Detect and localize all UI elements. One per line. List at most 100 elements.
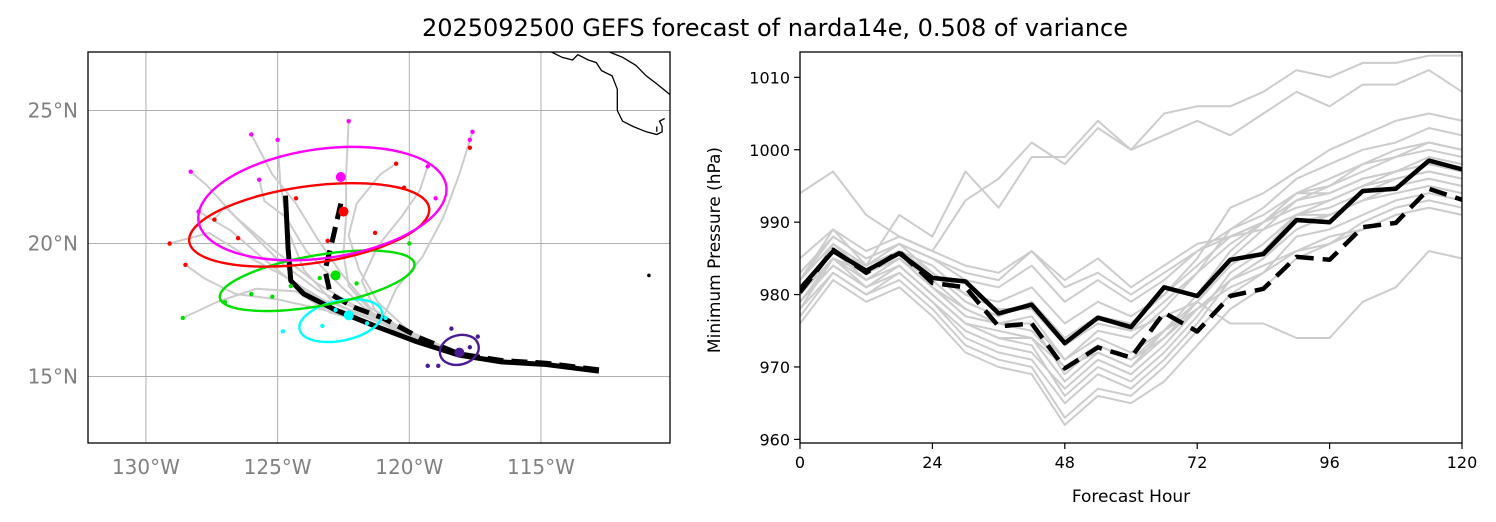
pressure-frame [799, 51, 1463, 444]
ensemble-point [354, 281, 359, 286]
latitude-tick-label: 15°N [28, 365, 78, 389]
longitude-tick-label: 115°W [507, 455, 575, 479]
y-tick-label: 980 [759, 286, 790, 305]
ensemble-point [467, 137, 473, 142]
ensemble-member-line [800, 163, 1462, 376]
longitude-tick-label: 125°W [244, 455, 312, 479]
ensemble-point [188, 169, 193, 174]
ensemble-point [280, 329, 286, 334]
ensemble-point [372, 230, 378, 236]
ensemble-track [184, 263, 600, 373]
cluster-mean-point [335, 172, 346, 183]
ensemble-track [169, 231, 600, 373]
x-tick-label: 72 [1187, 453, 1207, 472]
cluster-ellipse [218, 249, 416, 313]
coastline [609, 52, 670, 96]
ensemble-point [425, 363, 430, 369]
cluster-ellipse [197, 145, 448, 262]
ensemble-member-line [800, 177, 1462, 405]
ensemble-member-line [800, 141, 1462, 325]
ensemble-member-line [800, 156, 1462, 339]
ensemble-point [212, 217, 217, 222]
x-tick-label: 0 [795, 453, 805, 472]
longitude-tick-label: 130°W [112, 455, 180, 479]
ensemble-member-line [800, 69, 1462, 281]
ensemble-point [433, 196, 438, 201]
cluster-mean-point [338, 206, 349, 217]
ensemble-point [167, 241, 172, 246]
ensemble-point [333, 307, 338, 313]
pressure-plot-area [800, 54, 1462, 426]
pressure-panel: 0 24 48 72 96 120 960 970 980 990 1000 1010 Foreca… [705, 51, 1477, 507]
y-tick-label: 1000 [749, 141, 790, 160]
x-tick-label: 96 [1319, 453, 1339, 472]
figure-title: 2025092500 GEFS forecast of narda14e, 0.… [422, 14, 1128, 42]
ensemble-point [407, 241, 412, 246]
mean-track-dashed [322, 203, 600, 373]
ensemble-point [249, 132, 254, 137]
ensemble-point [293, 196, 299, 201]
cluster-ellipse [298, 298, 384, 344]
track-map-panel: 130°W 125°W 120°W 115°W 15°N 20°N 25°N [28, 51, 671, 479]
cluster-mean-point [343, 310, 354, 321]
ensemble-point [183, 262, 188, 267]
ensemble-point [449, 326, 454, 331]
ensemble-member-line [800, 206, 1462, 426]
latitude-tick-labels: 15°N 20°N 25°N [28, 99, 78, 389]
ensemble-point [249, 291, 254, 297]
ensemble-member-line [800, 250, 1462, 347]
ensemble-point [288, 283, 293, 289]
x-axis-label: Forecast Hour [1072, 487, 1190, 507]
ensemble-member-line [800, 170, 1462, 397]
ensemble-point [436, 363, 441, 369]
ensemble-point [346, 118, 351, 124]
map-plot-area [167, 52, 670, 374]
ensemble-member-line [800, 170, 1462, 296]
ensemble-track [276, 139, 600, 373]
ensemble-point [393, 161, 399, 166]
ensemble-point [470, 129, 475, 134]
ensemble-point [320, 323, 325, 329]
pressure-ticks: 960 970 980 990 1000 1010 [749, 68, 800, 449]
ensemble-member-line [800, 192, 1462, 419]
ensemble-point [383, 315, 388, 321]
ensemble-member-line [800, 127, 1462, 361]
ensemble-point [317, 275, 322, 281]
y-tick-label: 970 [759, 358, 790, 377]
ensemble-point [467, 345, 473, 350]
ensemble-point [425, 164, 430, 169]
cluster-ellipse [187, 181, 431, 268]
x-tick-label: 48 [1055, 453, 1075, 472]
ensemble-point [180, 315, 186, 321]
x-tick-label: 24 [922, 453, 942, 472]
ensemble-point [475, 334, 480, 339]
coastline [551, 52, 665, 136]
map-frame [87, 51, 671, 444]
longitude-tick-labels: 130°W 125°W 120°W 115°W [112, 455, 575, 479]
mean-line-dashed [800, 186, 1462, 371]
y-tick-label: 990 [759, 213, 790, 232]
ensemble-track [347, 162, 600, 373]
ensemble-member-line [800, 206, 1462, 368]
island [647, 273, 651, 278]
ensemble-point [364, 321, 370, 326]
ensemble-point [275, 137, 280, 142]
ensemble-track [360, 166, 600, 373]
longitude-tick-label: 120°W [375, 455, 443, 479]
ensemble-member-line [800, 177, 1462, 390]
ensemble-member-line [800, 185, 1462, 289]
latitude-tick-label: 20°N [28, 232, 78, 256]
cluster-ellipse [438, 333, 480, 367]
x-tick-label: 120 [1447, 453, 1478, 472]
ensemble-member-line [800, 199, 1462, 361]
y-tick-label: 1010 [749, 68, 790, 87]
ensemble-track [198, 210, 600, 373]
ensemble-point [235, 235, 241, 241]
cluster-mean-point [330, 270, 341, 281]
y-tick-label: 960 [759, 430, 790, 449]
forecast-hour-ticks: 0 24 48 72 96 120 [795, 443, 1477, 472]
ensemble-point [270, 294, 275, 299]
ensemble-point [256, 177, 262, 182]
latitude-tick-label: 25°N [28, 99, 78, 123]
